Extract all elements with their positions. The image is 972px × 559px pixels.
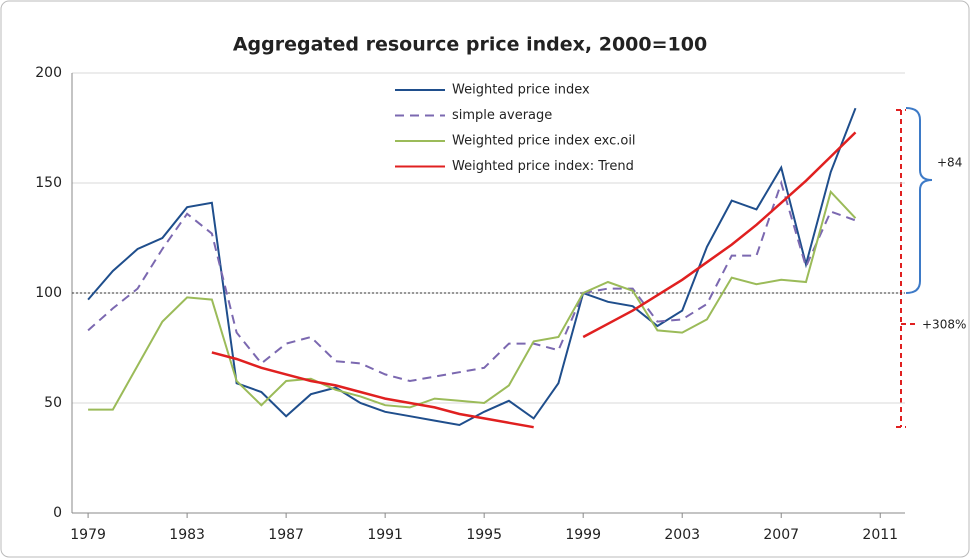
legend-label: Weighted price index: Trend bbox=[452, 159, 634, 174]
legend: Weighted price index simple average Weight… bbox=[395, 83, 636, 174]
bracket-red bbox=[896, 109, 918, 428]
annotation: +84 bbox=[937, 156, 962, 170]
x-tick-label: 2003 bbox=[664, 527, 700, 543]
y-tick-label: 0 bbox=[53, 505, 62, 521]
legend-label: Weighted price index exc.oil bbox=[452, 134, 636, 149]
series-line bbox=[87, 107, 857, 427]
legend-label: Weighted price index bbox=[452, 83, 590, 98]
series-line bbox=[211, 131, 857, 429]
chart-title: Aggregated resource price index, 2000=10… bbox=[233, 34, 707, 56]
x-tick-label: 1995 bbox=[466, 527, 502, 543]
bracket-blue bbox=[905, 107, 933, 294]
x-tick-label: 1979 bbox=[70, 527, 106, 543]
y-tick-label: 50 bbox=[44, 395, 62, 411]
legend-label: simple average bbox=[452, 108, 552, 123]
series-line bbox=[88, 189, 857, 411]
x-tick-label: 1987 bbox=[268, 527, 304, 543]
annotation: +308% bbox=[922, 318, 966, 332]
x-tick-label: 2007 bbox=[763, 527, 799, 543]
series-line bbox=[87, 179, 856, 383]
y-tick-label: 150 bbox=[35, 175, 62, 191]
y-tick-label: 200 bbox=[35, 65, 62, 81]
x-tick-label: 1983 bbox=[169, 527, 205, 543]
y-tick-label: 100 bbox=[35, 285, 62, 301]
x-tick-label: 2011 bbox=[862, 527, 898, 543]
x-tick-label: 1991 bbox=[367, 527, 403, 543]
x-tick-label: 1999 bbox=[565, 527, 601, 543]
